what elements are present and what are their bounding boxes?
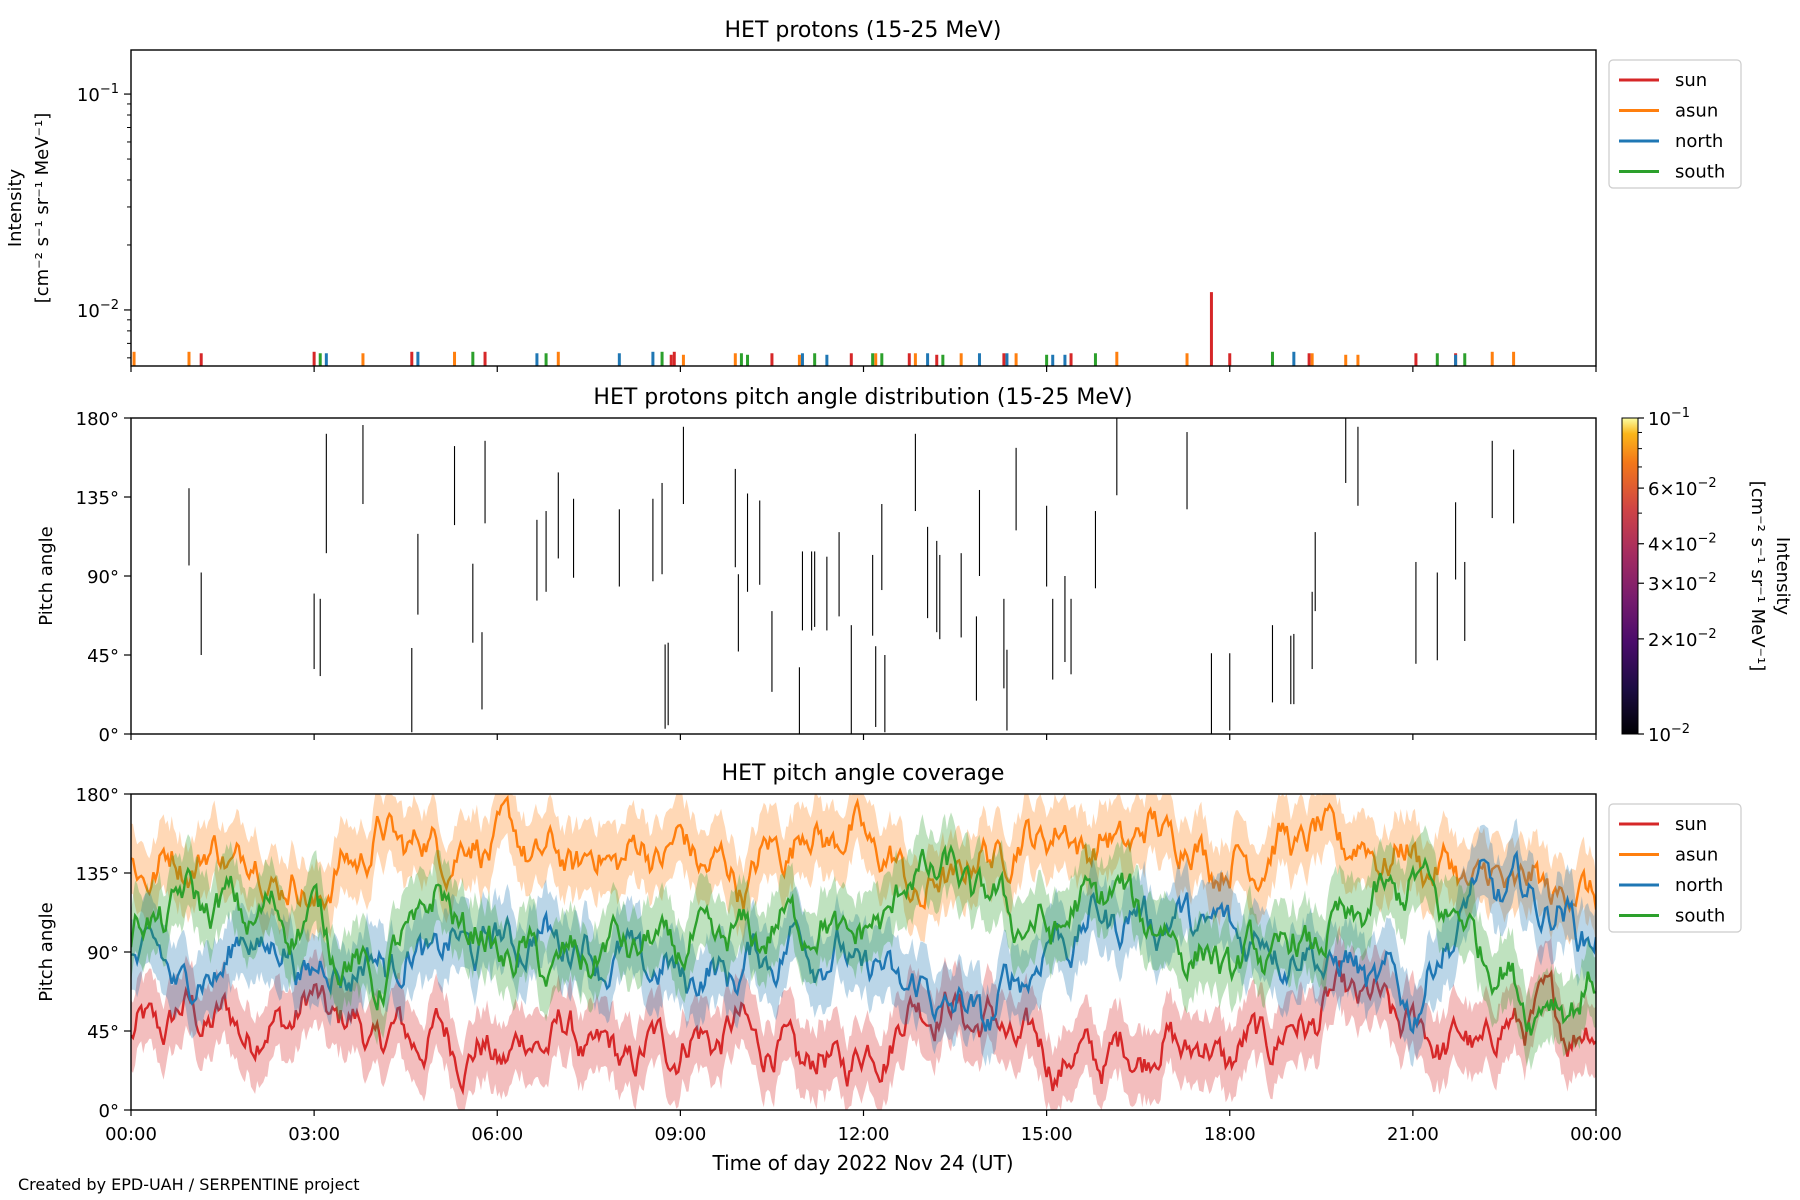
intensity-plot-frame <box>130 49 1597 367</box>
y-tick-label: 180° <box>76 409 119 430</box>
x-tick-label: 18:00 <box>1204 1124 1256 1145</box>
coverage-axes: 00:00 03:00 06:00 09:00 12:00 15:00 18:00 21:00… <box>76 785 1622 1145</box>
legend-label-north: north <box>1675 875 1723 896</box>
intensity-legend: sun asun north south <box>1608 59 1742 189</box>
coverage-panel: HET pitch angle coverage 00:00 03:00 06:00… <box>36 761 1742 1175</box>
x-tick-label: 06:00 <box>471 1124 523 1145</box>
colorbar-axes: 10−1 6×10−2 4×10−2 3×10−2 2×10−2 10−2 <box>1638 406 1717 746</box>
colorbar <box>1621 417 1639 735</box>
colorbar-label: Intensity <box>1772 537 1793 616</box>
colorbar-tick-label: 10−1 <box>1648 406 1690 430</box>
pad-panel-title: HET protons pitch angle distribution (15… <box>593 385 1132 410</box>
colorbar-tick-label: 4×10−2 <box>1648 532 1717 556</box>
coverage-ylabel: Pitch angle <box>36 902 57 1001</box>
coverage-band-south <box>131 812 1596 1071</box>
coverage-legend: sun asun north south <box>1608 803 1742 933</box>
credit-footer: Created by EPD-UAH / SERPENTINE project <box>18 1175 360 1194</box>
pad-panel: HET protons pitch angle distribution (15… <box>36 385 1793 746</box>
pad-ylabel: Pitch angle <box>36 526 57 625</box>
legend-box <box>1608 59 1742 189</box>
colorbar-tick-label: 3×10−2 <box>1648 571 1717 595</box>
x-tick-label: 12:00 <box>838 1124 890 1145</box>
coverage-line-asun <box>131 794 1596 914</box>
coverage-panel-title: HET pitch angle coverage <box>722 761 1005 786</box>
y-tick-label: 90° <box>87 943 119 964</box>
coverage-line-sun <box>131 960 1596 1096</box>
x-tick-label: 03:00 <box>288 1124 340 1145</box>
y-tick-label: 45° <box>87 646 119 667</box>
pad-marks <box>188 418 1515 734</box>
y-tick-label: 0° <box>99 725 119 746</box>
legend-label-north: north <box>1675 131 1723 152</box>
x-tick-label: 09:00 <box>654 1124 706 1145</box>
pad-axes: 0° 45° 90° 135° 180° <box>76 409 1597 746</box>
x-tick-label: 21:00 <box>1387 1124 1439 1145</box>
coverage-line-north <box>131 849 1596 1035</box>
x-tick-label: 00:00 <box>105 1124 157 1145</box>
y-tick-label: 135° <box>76 864 119 885</box>
x-axis-label: Time of day 2022 Nov 24 (UT) <box>712 1151 1014 1175</box>
y-tick-label: 180° <box>76 785 119 806</box>
legend-label-asun: asun <box>1675 845 1718 866</box>
y-tick-label: 10−2 <box>77 298 119 322</box>
y-tick-label: 90° <box>87 567 119 588</box>
colorbar-tick-label: 2×10−2 <box>1648 627 1717 651</box>
legend-box <box>1608 803 1742 933</box>
legend-label-south: south <box>1675 162 1725 183</box>
intensity-ylabel-unit: [cm⁻² s⁻¹ sr⁻¹ MeV⁻¹] <box>32 113 53 304</box>
intensity-marks <box>132 292 1516 366</box>
y-tick-label: 135° <box>76 488 119 509</box>
colorbar-tick-label: 10−2 <box>1648 722 1690 746</box>
y-tick-label: 10−1 <box>77 82 119 106</box>
coverage-band-north <box>131 818 1596 1067</box>
y-tick-label: 45° <box>87 1022 119 1043</box>
legend-label-south: south <box>1675 906 1725 927</box>
intensity-ylabel: Intensity <box>5 168 26 247</box>
y-tick-label: 0° <box>99 1101 119 1122</box>
pad-plot-frame <box>130 417 1597 735</box>
x-tick-label: 15:00 <box>1021 1124 1073 1145</box>
legend-label-sun: sun <box>1675 814 1707 835</box>
x-tick-label: 00:00 <box>1570 1124 1622 1145</box>
colorbar-label-unit: [cm⁻² s⁻¹ sr⁻¹ MeV⁻¹] <box>1747 481 1768 672</box>
intensity-axes: 10−1 10−2 <box>77 82 1597 372</box>
coverage-marks <box>131 794 1596 1110</box>
intensity-panel: HET protons (15-25 MeV) 10−1 10−2 Intensi… <box>5 18 1742 372</box>
coverage-band-asun <box>131 794 1596 945</box>
coverage-line-south <box>131 843 1596 1036</box>
colorbar-tick-label: 6×10−2 <box>1648 476 1717 500</box>
intensity-panel-title: HET protons (15-25 MeV) <box>725 18 1002 43</box>
legend-label-asun: asun <box>1675 101 1718 122</box>
legend-label-sun: sun <box>1675 70 1707 91</box>
